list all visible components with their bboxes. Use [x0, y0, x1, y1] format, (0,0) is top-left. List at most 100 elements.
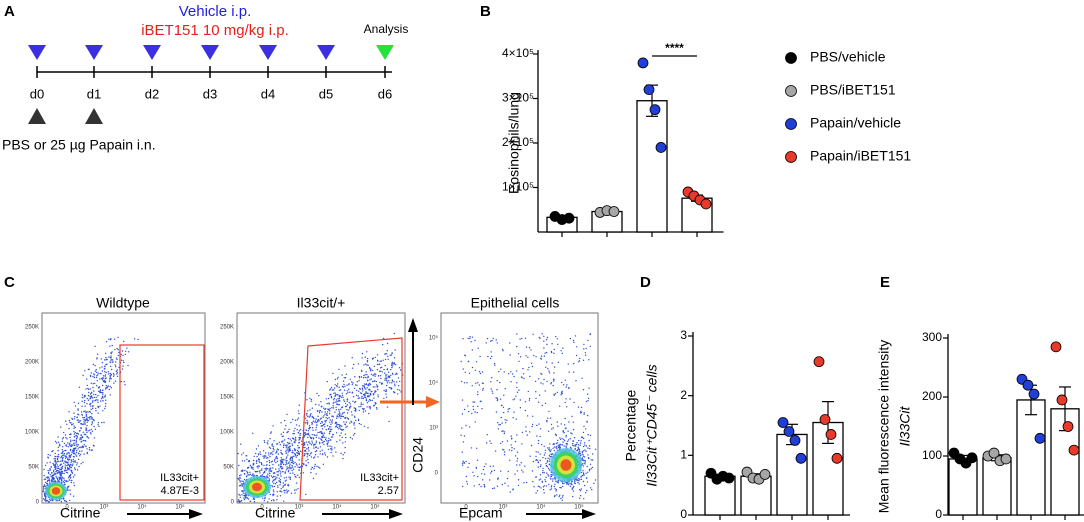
event	[55, 461, 57, 463]
event	[351, 414, 353, 416]
data-point	[1022, 379, 1034, 391]
event	[366, 387, 368, 389]
event	[504, 482, 506, 484]
event	[397, 377, 400, 379]
event	[548, 454, 551, 457]
event	[102, 393, 104, 395]
event	[386, 377, 388, 379]
tick-label: 150K	[220, 395, 234, 401]
event	[293, 438, 295, 440]
event	[546, 419, 548, 422]
event	[345, 421, 347, 423]
event	[47, 453, 49, 456]
legend-label: PBS/iBET151	[810, 82, 896, 98]
event	[575, 443, 578, 446]
event	[43, 485, 45, 488]
event	[573, 401, 575, 404]
event	[339, 415, 341, 417]
event	[77, 402, 80, 405]
event	[529, 431, 531, 433]
event	[268, 461, 271, 464]
event	[237, 499, 240, 501]
event	[513, 411, 515, 413]
event	[68, 479, 71, 481]
event	[579, 357, 581, 360]
event	[340, 417, 342, 419]
event	[287, 431, 289, 433]
event	[70, 461, 72, 463]
event	[383, 368, 385, 371]
event	[497, 478, 499, 480]
event	[364, 383, 366, 385]
event	[54, 458, 57, 460]
event	[318, 420, 320, 422]
event	[64, 434, 67, 436]
event	[309, 453, 312, 455]
event	[246, 496, 248, 498]
event	[591, 489, 593, 491]
event	[308, 450, 310, 452]
y-tick-label: 0	[935, 507, 942, 521]
event	[323, 407, 325, 409]
event	[334, 378, 337, 381]
event	[103, 381, 106, 383]
event	[258, 459, 261, 461]
event	[326, 413, 328, 415]
event	[586, 421, 588, 423]
event	[284, 444, 287, 447]
event	[316, 424, 318, 426]
event	[567, 484, 570, 486]
event	[557, 446, 560, 449]
event	[361, 392, 363, 394]
event	[464, 355, 467, 357]
event	[485, 463, 487, 465]
event	[587, 397, 590, 400]
event	[509, 491, 511, 493]
event	[578, 483, 580, 485]
event	[525, 430, 527, 432]
event	[306, 444, 309, 446]
event	[516, 457, 519, 460]
event	[85, 429, 87, 431]
event	[43, 468, 45, 470]
event	[507, 470, 509, 473]
event	[280, 451, 282, 454]
event	[255, 474, 257, 477]
event	[332, 402, 334, 404]
event	[586, 414, 589, 417]
event	[49, 474, 51, 476]
event	[98, 425, 100, 428]
event	[335, 426, 337, 428]
event	[70, 422, 72, 424]
event	[109, 361, 111, 363]
event	[391, 365, 394, 367]
event	[336, 417, 338, 419]
event	[340, 432, 342, 434]
event	[531, 425, 533, 428]
event	[263, 441, 266, 444]
event	[331, 449, 333, 451]
event	[289, 476, 292, 479]
event	[94, 428, 97, 430]
event	[55, 475, 57, 478]
panel-label: B	[480, 3, 491, 20]
event	[92, 444, 95, 447]
event	[559, 486, 561, 489]
event	[322, 416, 324, 418]
event	[569, 438, 571, 440]
event	[524, 465, 526, 467]
event	[578, 439, 580, 442]
event	[339, 413, 341, 415]
event	[344, 452, 346, 454]
event	[490, 351, 492, 353]
event	[294, 475, 296, 478]
event	[483, 485, 486, 487]
data-point	[655, 142, 667, 153]
event	[592, 453, 594, 455]
event	[256, 465, 258, 468]
event	[93, 425, 95, 428]
timeline-marks: d0 d1 d2 d3 d4 d5 d6	[28, 45, 394, 124]
event	[493, 487, 496, 489]
event	[333, 392, 335, 394]
event	[573, 371, 575, 373]
